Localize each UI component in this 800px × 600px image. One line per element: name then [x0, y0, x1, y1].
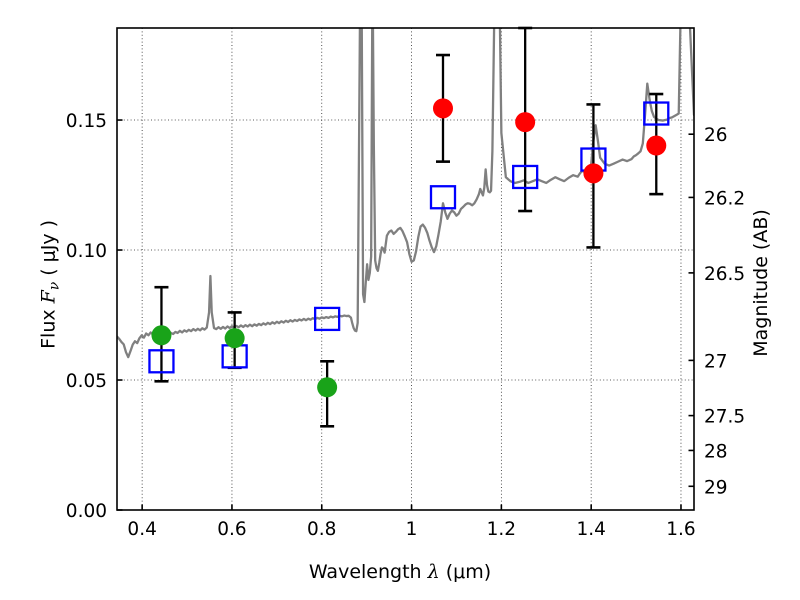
- svg-text:28: 28: [704, 441, 728, 462]
- y-axis-label-right: Magnitude (AB): [750, 209, 772, 357]
- x-axis-label: Wavelength λ (μm): [0, 561, 800, 583]
- svg-text:0.15: 0.15: [66, 111, 107, 132]
- tick-marks: [117, 119, 694, 511]
- observed-photometry-points: [151, 98, 667, 398]
- x-axis-label-prefix: Wavelength: [308, 561, 428, 583]
- svg-text:1.6: 1.6: [666, 519, 695, 540]
- grid-lines: [117, 28, 694, 510]
- svg-text:26: 26: [704, 125, 728, 146]
- flux-subscript-nu: ν: [46, 281, 63, 291]
- svg-text:0.4: 0.4: [127, 519, 156, 540]
- tick-labels: 0.4 0.6 0.8 1 1.2 1.4 1.6 0.00 0.05 0.10 0.15 26 26.…: [66, 111, 745, 540]
- lambda-symbol: λ: [427, 561, 440, 583]
- svg-text:0.05: 0.05: [66, 371, 107, 392]
- svg-text:27.5: 27.5: [704, 407, 745, 428]
- svg-text:27: 27: [704, 351, 728, 372]
- svg-text:1.4: 1.4: [576, 519, 605, 540]
- flux-symbol: F: [37, 290, 60, 304]
- y-axis-label-left: Flux Fν ( μJy ): [38, 134, 63, 434]
- svg-text:0.6: 0.6: [217, 519, 246, 540]
- axes-frame: [116, 27, 695, 511]
- svg-text:1: 1: [406, 519, 418, 540]
- svg-text:0.10: 0.10: [66, 241, 107, 262]
- flux-unit: ( μJy ): [37, 219, 60, 282]
- svg-text:1.2: 1.2: [487, 519, 516, 540]
- svg-text:29: 29: [704, 477, 728, 498]
- svg-text:0.8: 0.8: [307, 519, 336, 540]
- svg-text:26.2: 26.2: [704, 188, 745, 209]
- model-spectrum-line: [117, 28, 694, 359]
- svg-text:0.00: 0.00: [66, 501, 107, 522]
- flux-label-prefix: Flux: [37, 303, 60, 349]
- svg-text:26.5: 26.5: [704, 264, 745, 285]
- x-axis-label-unit: (μm): [439, 561, 492, 583]
